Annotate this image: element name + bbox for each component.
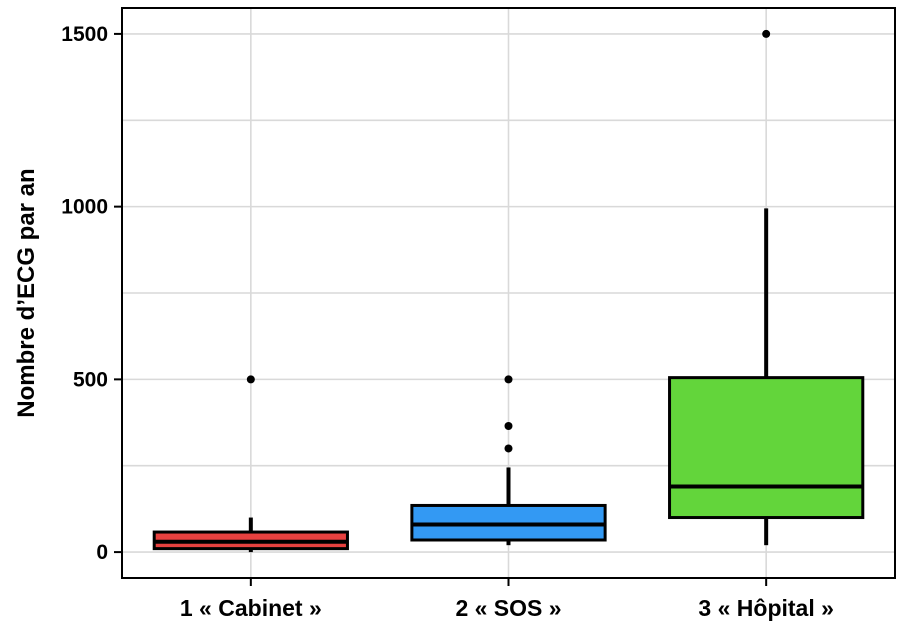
outlier-point bbox=[762, 29, 771, 38]
x-tick-label: 1 « Cabinet » bbox=[180, 595, 322, 621]
x-tick-label: 2 « SOS » bbox=[455, 595, 561, 621]
y-tick-label: 500 bbox=[73, 368, 108, 391]
box-group bbox=[152, 375, 349, 553]
y-axis: 0 500 1000 1500 bbox=[61, 23, 122, 564]
x-axis: 1 « Cabinet » 2 « SOS » 3 « Hôpital » bbox=[180, 578, 834, 621]
box-group bbox=[668, 29, 865, 546]
y-axis-title: Nombre d’ECG par an bbox=[13, 168, 40, 417]
outlier-point bbox=[504, 444, 513, 453]
box-series bbox=[152, 29, 865, 553]
y-tick-label: 1000 bbox=[61, 196, 108, 219]
x-tick-label: 3 « Hôpital » bbox=[698, 595, 833, 621]
outlier-point bbox=[504, 375, 513, 384]
box-group bbox=[410, 375, 607, 546]
box bbox=[668, 376, 865, 520]
y-tick-label: 1500 bbox=[61, 23, 108, 46]
outlier-point bbox=[246, 375, 255, 384]
outlier-point bbox=[504, 422, 513, 430]
y-tick-label: 0 bbox=[96, 541, 108, 564]
